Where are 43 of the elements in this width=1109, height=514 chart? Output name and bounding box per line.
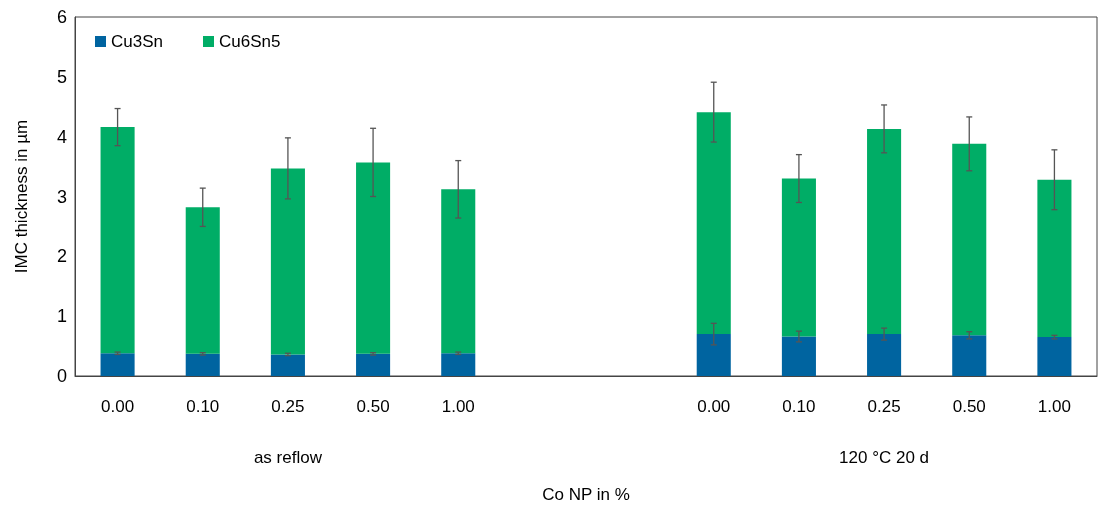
bar	[952, 335, 987, 376]
bar	[441, 353, 476, 376]
bar	[356, 353, 391, 376]
text: as reflow	[253, 447, 323, 467]
x-tick-label: 0.00	[697, 397, 731, 416]
bar	[781, 178, 816, 337]
bar	[270, 168, 305, 355]
x-tick-label: 0.50	[356, 397, 390, 416]
x-tick-label: 0.50	[952, 397, 986, 416]
y-tick-label: 5	[56, 66, 67, 87]
bar	[356, 162, 391, 354]
y-tick-label: 6	[56, 7, 67, 27]
bar	[867, 334, 902, 376]
bar	[781, 336, 816, 376]
bar	[185, 353, 220, 376]
x-tick-label: 1.00	[1037, 397, 1071, 416]
bar	[696, 334, 731, 376]
x-axis-title: Co NP in %	[542, 485, 630, 504]
bar	[185, 207, 220, 354]
x-tick-label: 0.25	[867, 397, 901, 416]
bar	[952, 143, 987, 336]
x-tick-label: 0.25	[271, 397, 305, 416]
y-tick-label: 3	[56, 186, 67, 207]
y-tick-label: 1	[56, 306, 67, 327]
y-axis-title: IMC thickness in µm	[12, 119, 31, 274]
bar	[1037, 179, 1072, 338]
legend-label: Cu6Sn5	[218, 32, 281, 51]
x-tick-label: 1.00	[441, 397, 475, 416]
x-tick-label: 0.00	[101, 397, 135, 416]
bar	[441, 189, 476, 354]
y-tick-label: 0	[56, 366, 67, 386]
text: 120 °C 20 d	[839, 447, 930, 467]
bar	[867, 128, 902, 335]
bar	[1037, 337, 1072, 376]
x-tick-label: 0.10	[186, 397, 220, 416]
bar	[270, 354, 305, 376]
legend-label: Cu3Sn	[111, 32, 163, 51]
bar	[696, 112, 731, 335]
bar	[100, 127, 135, 354]
x-tick-label: 0.10	[782, 397, 816, 416]
y-tick-label: 2	[56, 246, 67, 267]
y-tick-label: 4	[56, 126, 67, 147]
bar	[100, 353, 135, 376]
